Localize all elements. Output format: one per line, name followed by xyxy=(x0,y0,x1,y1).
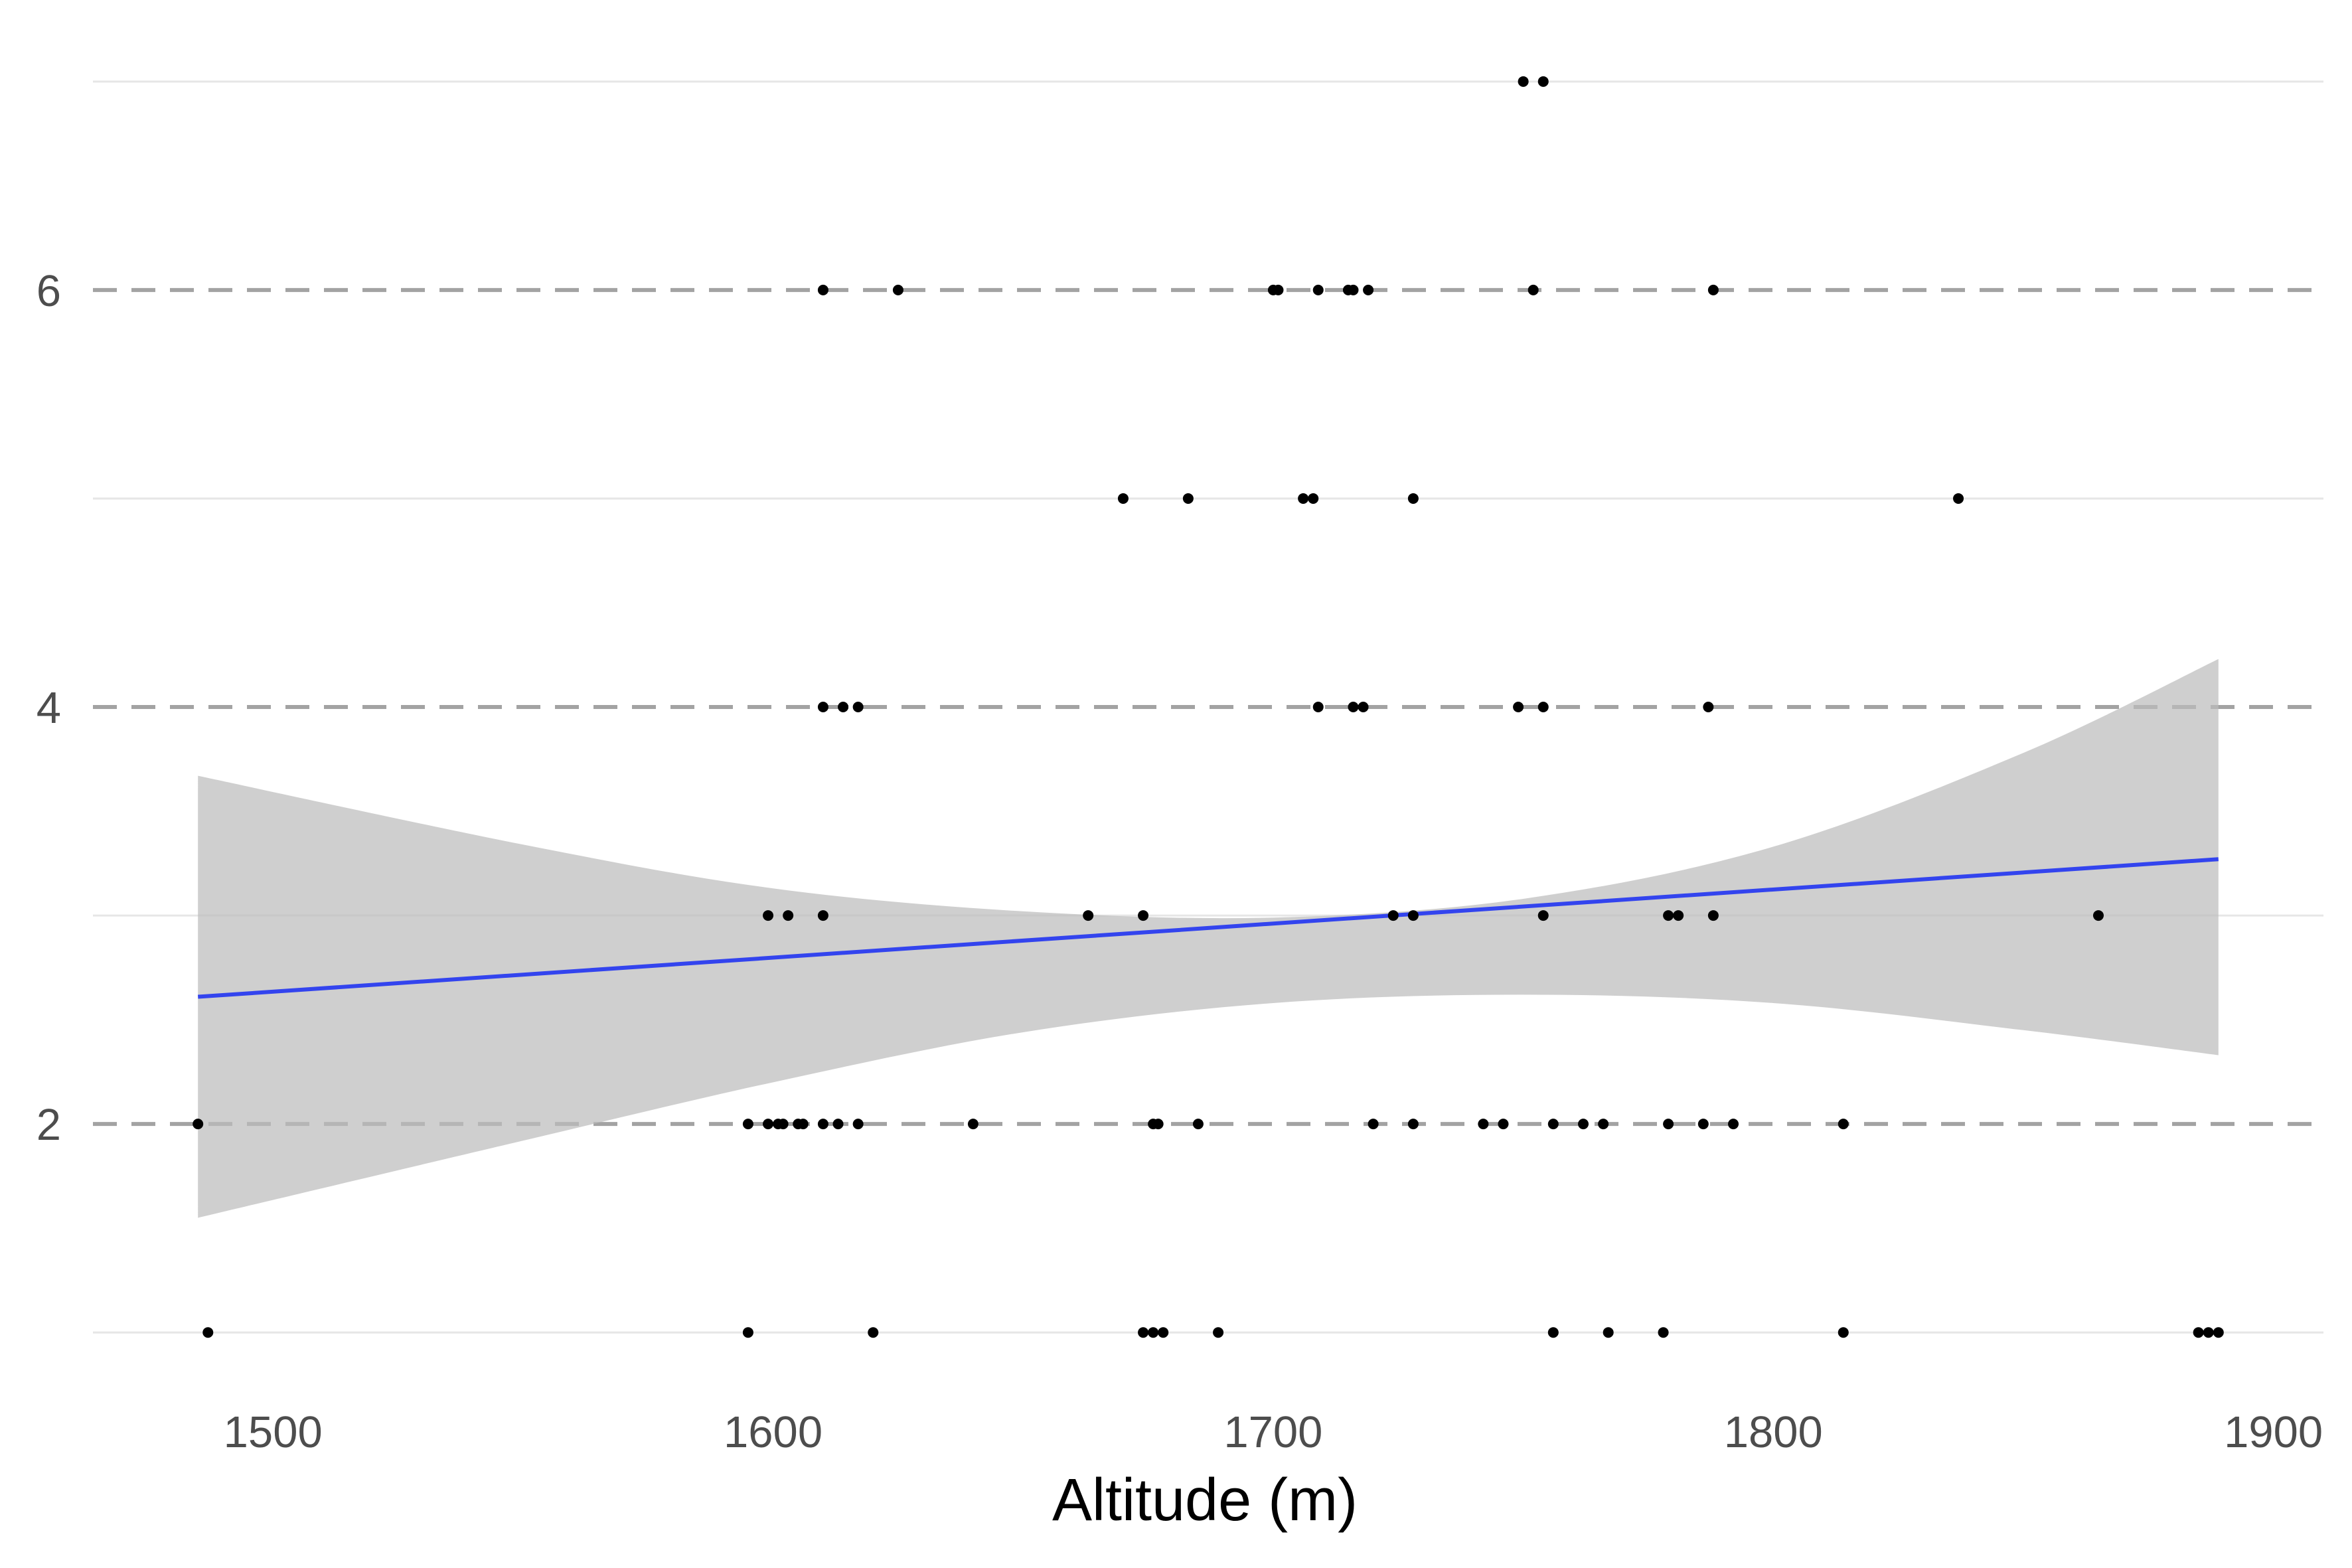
data-point xyxy=(1513,702,1524,712)
data-point xyxy=(1117,493,1129,504)
confidence-band-layer xyxy=(198,659,2219,1218)
data-point xyxy=(1407,1119,1419,1130)
data-point xyxy=(1547,1327,1559,1338)
data-point xyxy=(1663,1119,1674,1130)
data-point xyxy=(1083,910,1094,921)
data-point xyxy=(1537,910,1549,921)
x-tick-label: 1800 xyxy=(1724,1407,1823,1457)
trend-line-layer xyxy=(198,857,2219,999)
dashed-reference-lines xyxy=(93,287,2323,1127)
data-point xyxy=(1368,1119,1379,1130)
data-point xyxy=(193,1119,204,1130)
data-point xyxy=(852,702,864,712)
data-point xyxy=(1273,284,1284,295)
data-point xyxy=(1138,1327,1149,1338)
data-point xyxy=(1308,493,1319,504)
data-point xyxy=(1658,1327,1669,1338)
data-point xyxy=(838,702,849,712)
data-point xyxy=(1663,910,1674,921)
data-point xyxy=(817,910,828,921)
data-point xyxy=(817,1119,828,1130)
data-point xyxy=(1138,910,1149,921)
data-point xyxy=(1182,493,1194,504)
x-tick-label: 1900 xyxy=(2224,1407,2323,1457)
y-tick-label: 6 xyxy=(37,266,61,316)
data-point xyxy=(1547,1119,1559,1130)
y-tick-label: 4 xyxy=(37,683,61,733)
data-point xyxy=(1707,284,1719,295)
data-point xyxy=(832,1119,844,1130)
data-point xyxy=(1728,1119,1739,1130)
data-point xyxy=(1518,76,1529,87)
x-tick-labels: 1500 1600 1700 1800 1900 xyxy=(224,1407,2323,1457)
data-point xyxy=(967,1119,979,1130)
x-tick-label: 1600 xyxy=(724,1407,823,1457)
data-points-layer xyxy=(193,76,2224,1338)
data-point xyxy=(1673,910,1684,921)
data-point xyxy=(777,1119,789,1130)
data-point xyxy=(1158,1327,1169,1338)
data-point xyxy=(1148,1327,1159,1338)
data-point xyxy=(1407,910,1419,921)
data-point xyxy=(742,1327,753,1338)
data-point xyxy=(817,702,828,712)
data-point xyxy=(1348,702,1359,712)
data-point xyxy=(1603,1327,1614,1338)
data-point xyxy=(2203,1327,2214,1338)
data-point xyxy=(1192,1119,1204,1130)
x-tick-label: 1700 xyxy=(1223,1407,1322,1457)
data-point xyxy=(1312,284,1324,295)
data-point xyxy=(763,1119,774,1130)
data-point xyxy=(1707,910,1719,921)
data-point xyxy=(1953,493,1964,504)
data-point xyxy=(868,1327,879,1338)
data-point xyxy=(1213,1327,1224,1338)
data-point xyxy=(1387,910,1399,921)
data-point xyxy=(202,1327,214,1338)
data-point xyxy=(1298,493,1309,504)
data-point xyxy=(1838,1119,1849,1130)
data-point xyxy=(1537,76,1549,87)
data-point xyxy=(2092,910,2104,921)
data-point xyxy=(797,1119,809,1130)
data-point xyxy=(1312,702,1324,712)
data-point xyxy=(1697,1119,1709,1130)
data-point xyxy=(1478,1119,1489,1130)
data-point xyxy=(1348,284,1359,295)
data-point xyxy=(1703,702,1714,712)
trend-line xyxy=(198,857,2219,999)
data-point xyxy=(892,284,903,295)
data-point xyxy=(1528,284,1539,295)
data-point xyxy=(852,1119,864,1130)
data-point xyxy=(817,284,828,295)
data-point xyxy=(2193,1327,2204,1338)
data-point xyxy=(1598,1119,1609,1130)
y-tick-labels: 2 4 6 xyxy=(37,266,61,1150)
data-point xyxy=(1498,1119,1509,1130)
data-point xyxy=(1537,702,1549,712)
y-tick-label: 2 xyxy=(37,1100,61,1150)
data-point xyxy=(1358,702,1369,712)
data-point xyxy=(1363,284,1374,295)
data-point xyxy=(783,910,794,921)
data-point xyxy=(1407,493,1419,504)
data-point xyxy=(1578,1119,1589,1130)
confidence-band xyxy=(198,659,2219,1218)
x-axis-title: Altitude (m) xyxy=(1052,1467,1358,1533)
data-point xyxy=(1838,1327,1849,1338)
data-point xyxy=(763,910,774,921)
data-point xyxy=(2213,1327,2224,1338)
data-point xyxy=(1152,1119,1164,1130)
x-tick-label: 1500 xyxy=(224,1407,323,1457)
data-point xyxy=(742,1119,753,1130)
